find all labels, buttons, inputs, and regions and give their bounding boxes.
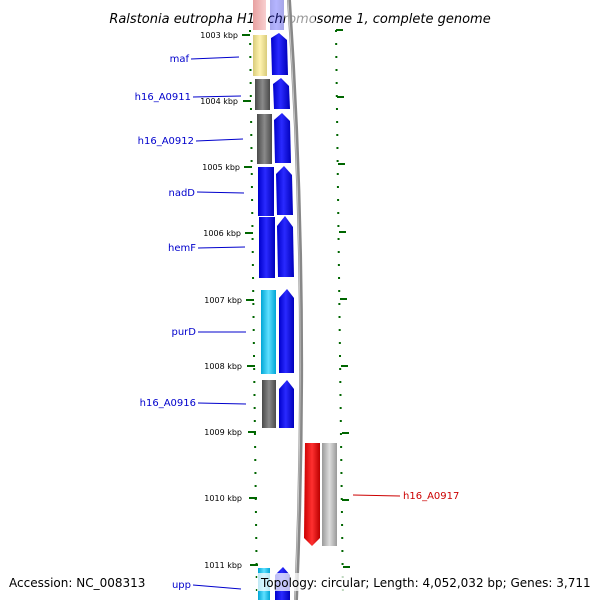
kbp-tick-label: 1004 kbp (200, 97, 238, 106)
inner-tick-track (249, 29, 258, 600)
gene-block-purD[interactable] (261, 290, 276, 374)
gene-block-hemF[interactable] (259, 217, 275, 278)
cds-arrow-purD[interactable] (279, 289, 294, 373)
gene-label-h16-a0916[interactable]: h16_A0916 (140, 398, 196, 409)
gene-label-h16-a0912[interactable]: h16_A0912 (138, 136, 194, 147)
kbp-tick-label: 1003 kbp (200, 31, 238, 40)
kbp-tick-label: 1007 kbp (204, 296, 242, 305)
kbp-major-ticks (242, 34, 258, 566)
gene-leader-lines (190, 56, 401, 590)
gene-label-purD[interactable]: purD (172, 327, 197, 338)
kbp-tick-label: 1008 kbp (204, 362, 242, 371)
gene-block-nadD[interactable] (258, 167, 274, 216)
gene-label-hemF[interactable]: hemF (168, 243, 196, 254)
gene-label-upp[interactable]: upp (172, 580, 191, 591)
kbp-tick-label: 1011 kbp (204, 561, 242, 570)
cds-arrow-h16-a0911[interactable] (273, 78, 290, 109)
cds-arrow-nadD[interactable] (276, 166, 293, 215)
kbp-tick-label: 1005 kbp (202, 163, 240, 172)
gene-block-h16-a0912[interactable] (257, 114, 272, 164)
cds-arrow-hemF[interactable] (277, 216, 294, 277)
kbp-tick-label: 1006 kbp (203, 229, 241, 238)
summary-text-backdrop (257, 573, 593, 591)
outer-major-ticks (336, 29, 350, 568)
gene-label-nadD[interactable]: nadD (168, 188, 195, 199)
genome-backbone-arc-highlight (287, 0, 301, 600)
outer-tick-track (335, 29, 344, 600)
gene-block-maf[interactable] (253, 35, 267, 76)
cds-arrow-h16-a0916[interactable] (279, 380, 294, 428)
cds-arrow-h16-a0912[interactable] (274, 113, 291, 163)
summary-text: Topology: circular; Length: 4,052,032 bp… (260, 576, 591, 590)
gene-label-maf[interactable]: maf (170, 54, 190, 65)
kbp-tick-label: 1009 kbp (204, 428, 242, 437)
cds-arrow-maf[interactable] (271, 33, 288, 75)
gene-block-h16-a0917[interactable] (322, 443, 337, 546)
cds-arrow-h16-a0917[interactable] (304, 443, 320, 546)
partial-gene-block (253, 0, 266, 30)
kbp-tick-label: 1010 kbp (204, 494, 242, 503)
accession-text: Accession: NC_008313 (9, 576, 145, 590)
gene-block-h16-a0911[interactable] (255, 79, 270, 110)
gene-label-h16-a0911[interactable]: h16_A0911 (135, 92, 191, 103)
partial-gene-block (270, 0, 284, 30)
gene-block-h16-a0916[interactable] (262, 380, 276, 428)
genome-backbone-arc (287, 0, 304, 600)
gene-label-h16-a0917[interactable]: h16_A0917 (403, 491, 459, 502)
